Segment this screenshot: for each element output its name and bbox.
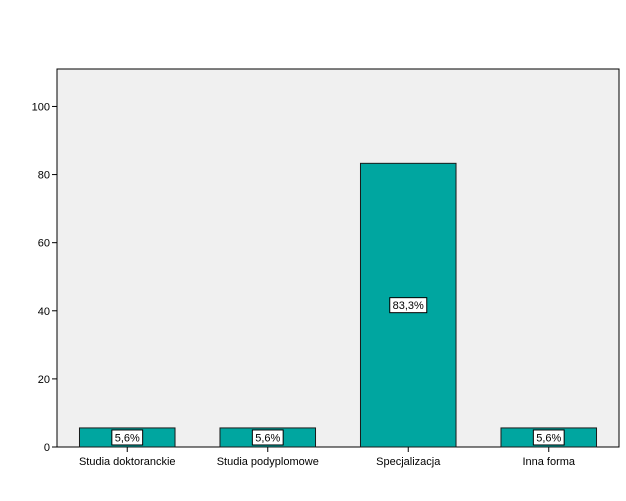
data-label: 5,6% bbox=[115, 432, 140, 444]
y-tick-label: 20 bbox=[38, 374, 50, 386]
y-tick-label: 100 bbox=[32, 101, 50, 113]
x-category-label: Specjalizacja bbox=[376, 456, 441, 468]
y-tick-label: 40 bbox=[38, 306, 50, 318]
data-label: 5,6% bbox=[255, 432, 280, 444]
data-label-box bbox=[389, 297, 428, 314]
x-category-label: Studia doktoranckie bbox=[79, 456, 176, 468]
data-label-box bbox=[532, 429, 565, 446]
x-category-label: Inna forma bbox=[522, 456, 575, 468]
y-tick-label: 80 bbox=[38, 170, 50, 182]
y-tick-label: 0 bbox=[44, 442, 50, 454]
x-category-label: Studia podyplomowe bbox=[217, 456, 319, 468]
data-label-box bbox=[251, 429, 284, 446]
y-tick-label: 60 bbox=[38, 238, 50, 250]
data-label: 5,6% bbox=[536, 432, 561, 444]
bars-group: 5,6% 5,6% 83,3% 5,6% bbox=[78, 162, 598, 448]
data-label-box bbox=[111, 429, 144, 446]
y-axis: 0 20 40 60 80 100 bbox=[32, 101, 57, 454]
x-axis: Studia doktoranckie Studia podyplomowe Spe… bbox=[79, 447, 576, 468]
plot-area bbox=[56, 68, 620, 448]
data-label: 83,3% bbox=[393, 300, 424, 312]
